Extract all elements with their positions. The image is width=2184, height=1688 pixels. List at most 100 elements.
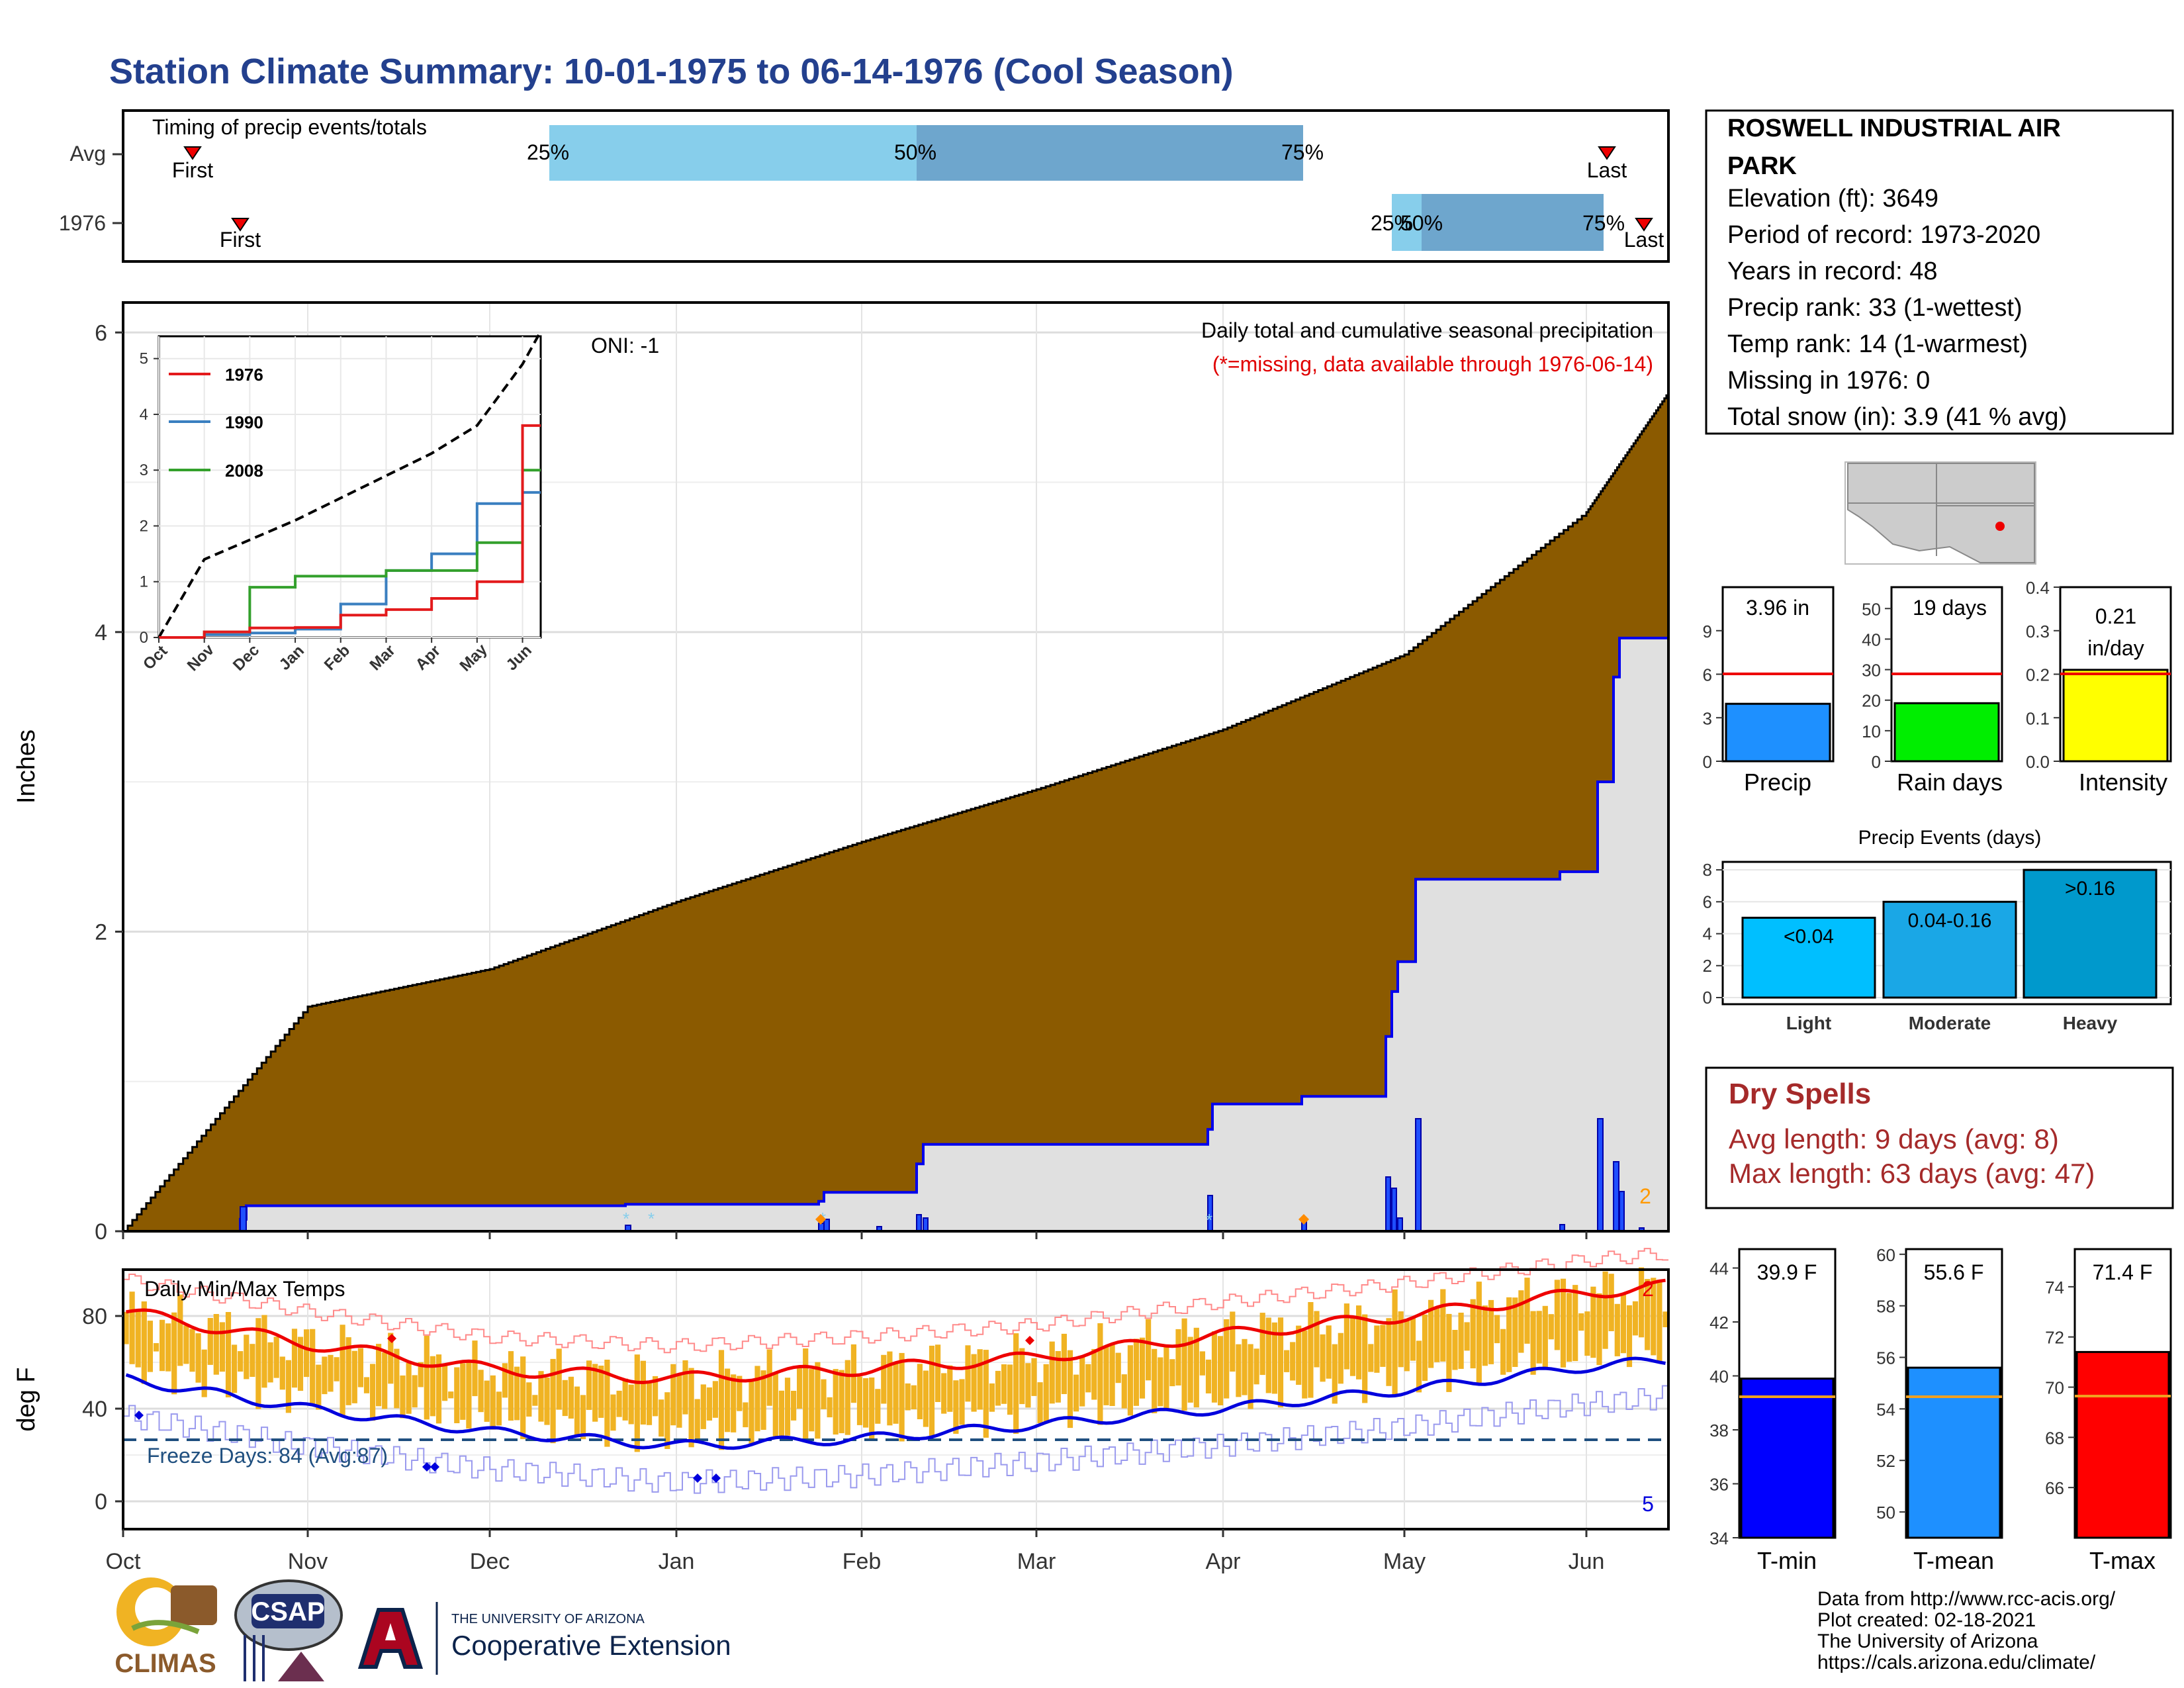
temp-day-bar: [334, 1357, 340, 1382]
temp-day-bar: [953, 1380, 959, 1434]
svg-text:*: *: [1206, 1210, 1212, 1230]
temp-day-bar: [1476, 1282, 1482, 1384]
temp-day-bar: [219, 1322, 225, 1372]
temp-day-bar: [195, 1333, 201, 1383]
temp-day-bar: [1037, 1382, 1043, 1423]
temp-day-bar: [1464, 1322, 1470, 1351]
precip-total-axis: 0 3 6 9: [1703, 622, 1723, 772]
temp-day-bar: [1205, 1359, 1212, 1393]
small-y-tick: 0: [1872, 752, 1881, 772]
small-y-tick: 0.0: [2026, 752, 2050, 772]
station-name-line2: PARK: [1727, 152, 1797, 180]
temp-day-bar: [454, 1367, 460, 1423]
small-y-tick: 72: [2045, 1328, 2064, 1348]
temp-day-bar: [610, 1394, 616, 1431]
tmin-bar: [1740, 1378, 1835, 1539]
temp-day-bar: [376, 1344, 382, 1407]
precip-subtitle: Daily total and cumulative seasonal prec…: [1201, 318, 1653, 342]
temp-day-bar: [772, 1373, 778, 1436]
credit-line: Plot created: 02-18-2021: [1817, 1609, 2036, 1631]
temp-day-bar: [640, 1360, 646, 1425]
temp-day-bar: [1536, 1311, 1542, 1364]
record-low-markers: [134, 1411, 721, 1483]
temp-day-bar: [177, 1294, 183, 1366]
temp-day-bar: [412, 1375, 418, 1408]
year-p25-label: 25%: [1371, 211, 1413, 235]
inset-y-tick: 3: [140, 461, 148, 479]
temp-day-bar: [1608, 1274, 1614, 1331]
small-y-tick: 50: [1862, 599, 1881, 619]
temp-day-bar: [911, 1385, 917, 1409]
temp-day-bar: [1662, 1311, 1668, 1327]
temp-day-bar: [1404, 1319, 1410, 1372]
temp-day-bar: [225, 1312, 232, 1397]
temp-day-bar: [496, 1391, 502, 1426]
temp-day-bar: [357, 1348, 363, 1387]
small-y-tick: 50: [1876, 1503, 1895, 1523]
temp-day-bar: [1392, 1289, 1398, 1395]
temp-day-bar: [430, 1356, 435, 1417]
small-y-tick: 42: [1709, 1313, 1729, 1333]
temp-day-bar: [1097, 1323, 1103, 1425]
legend-2008: 2008: [225, 461, 263, 481]
temp-day-bar: [279, 1356, 285, 1390]
tmax-value: 71.4 F: [2093, 1260, 2153, 1284]
temp-day-bar: [803, 1348, 809, 1439]
temp-day-bar: [1308, 1302, 1314, 1398]
month-label: Feb: [842, 1549, 882, 1574]
intensity-axis: 0.0 0.1 0.2 0.3 0.4: [2026, 578, 2060, 772]
temp-day-bar: [1349, 1315, 1356, 1376]
temp-day-bar: [1013, 1333, 1019, 1434]
temp-day-bar: [598, 1366, 604, 1418]
station-info-box: ROSWELL INDUSTRIAL AIR PARK Elevation (f…: [1705, 109, 2174, 435]
avg-p25-label: 25%: [527, 140, 569, 164]
temp-day-bar: [508, 1351, 514, 1421]
tmax-axis: 66 68 70 72 74: [2045, 1278, 2075, 1498]
climas-logo: CLIMAS: [114, 1577, 217, 1678]
temp-day-bar: [363, 1377, 370, 1393]
temp-day-bar: [1530, 1311, 1536, 1375]
temp-day-bar: [743, 1402, 749, 1428]
station-location-dot: [1995, 522, 2005, 531]
temp-day-bar: [520, 1356, 526, 1439]
csap-logo: CSAP: [234, 1579, 343, 1681]
tmax-label: T-max: [2089, 1547, 2156, 1574]
temp-day-bar: [1614, 1303, 1620, 1356]
temp-day-bar: [322, 1356, 328, 1395]
temp-day-bar: [1265, 1317, 1271, 1393]
temp-day-bar: [959, 1379, 965, 1425]
temp-y-label: deg F: [13, 1367, 40, 1431]
temp-day-bar: [1428, 1299, 1434, 1368]
temp-day-bar: [1362, 1314, 1368, 1403]
avg-max-line: [126, 1278, 1666, 1385]
temp-day-bar: [664, 1392, 670, 1449]
temp-day-bar: [778, 1390, 784, 1436]
temp-day-bar: [616, 1390, 622, 1417]
credit-line: Data from http://www.rcc-acis.org/: [1817, 1588, 2116, 1610]
temp-day-bar: [490, 1375, 496, 1430]
temp-day-bar: [1398, 1311, 1404, 1368]
events-title: Precip Events (days): [1858, 827, 2042, 849]
temp-day-bar: [1488, 1299, 1494, 1364]
ua-big-text: Cooperative Extension: [451, 1630, 731, 1661]
temp-day-bar: [1277, 1317, 1284, 1408]
temp-day-bar: [1596, 1293, 1602, 1366]
temp-day-bar: [538, 1371, 544, 1422]
temp-day-bar: [1584, 1311, 1590, 1356]
temp-day-bar: [580, 1395, 586, 1440]
temp-day-bar: [676, 1374, 682, 1428]
temp-day-bar: [1524, 1278, 1530, 1344]
temp-day-bar: [1073, 1374, 1079, 1412]
temp-day-bar: [797, 1368, 803, 1409]
temp-day-bar: [1500, 1329, 1506, 1375]
temp-day-bar: [123, 1311, 129, 1344]
temp-y-tick: 0: [95, 1489, 107, 1515]
rain-days-value: 19 days: [1913, 596, 1987, 620]
small-y-tick: 56: [1876, 1348, 1895, 1368]
temp-day-bar: [1434, 1307, 1440, 1362]
temp-day-bar: [622, 1378, 628, 1421]
temp-day-bar: [382, 1352, 388, 1409]
temp-day-bar: [1542, 1305, 1548, 1368]
station-line: Precip rank: 33 (1-wettest): [1727, 294, 2023, 322]
temp-day-bar: [784, 1378, 791, 1436]
